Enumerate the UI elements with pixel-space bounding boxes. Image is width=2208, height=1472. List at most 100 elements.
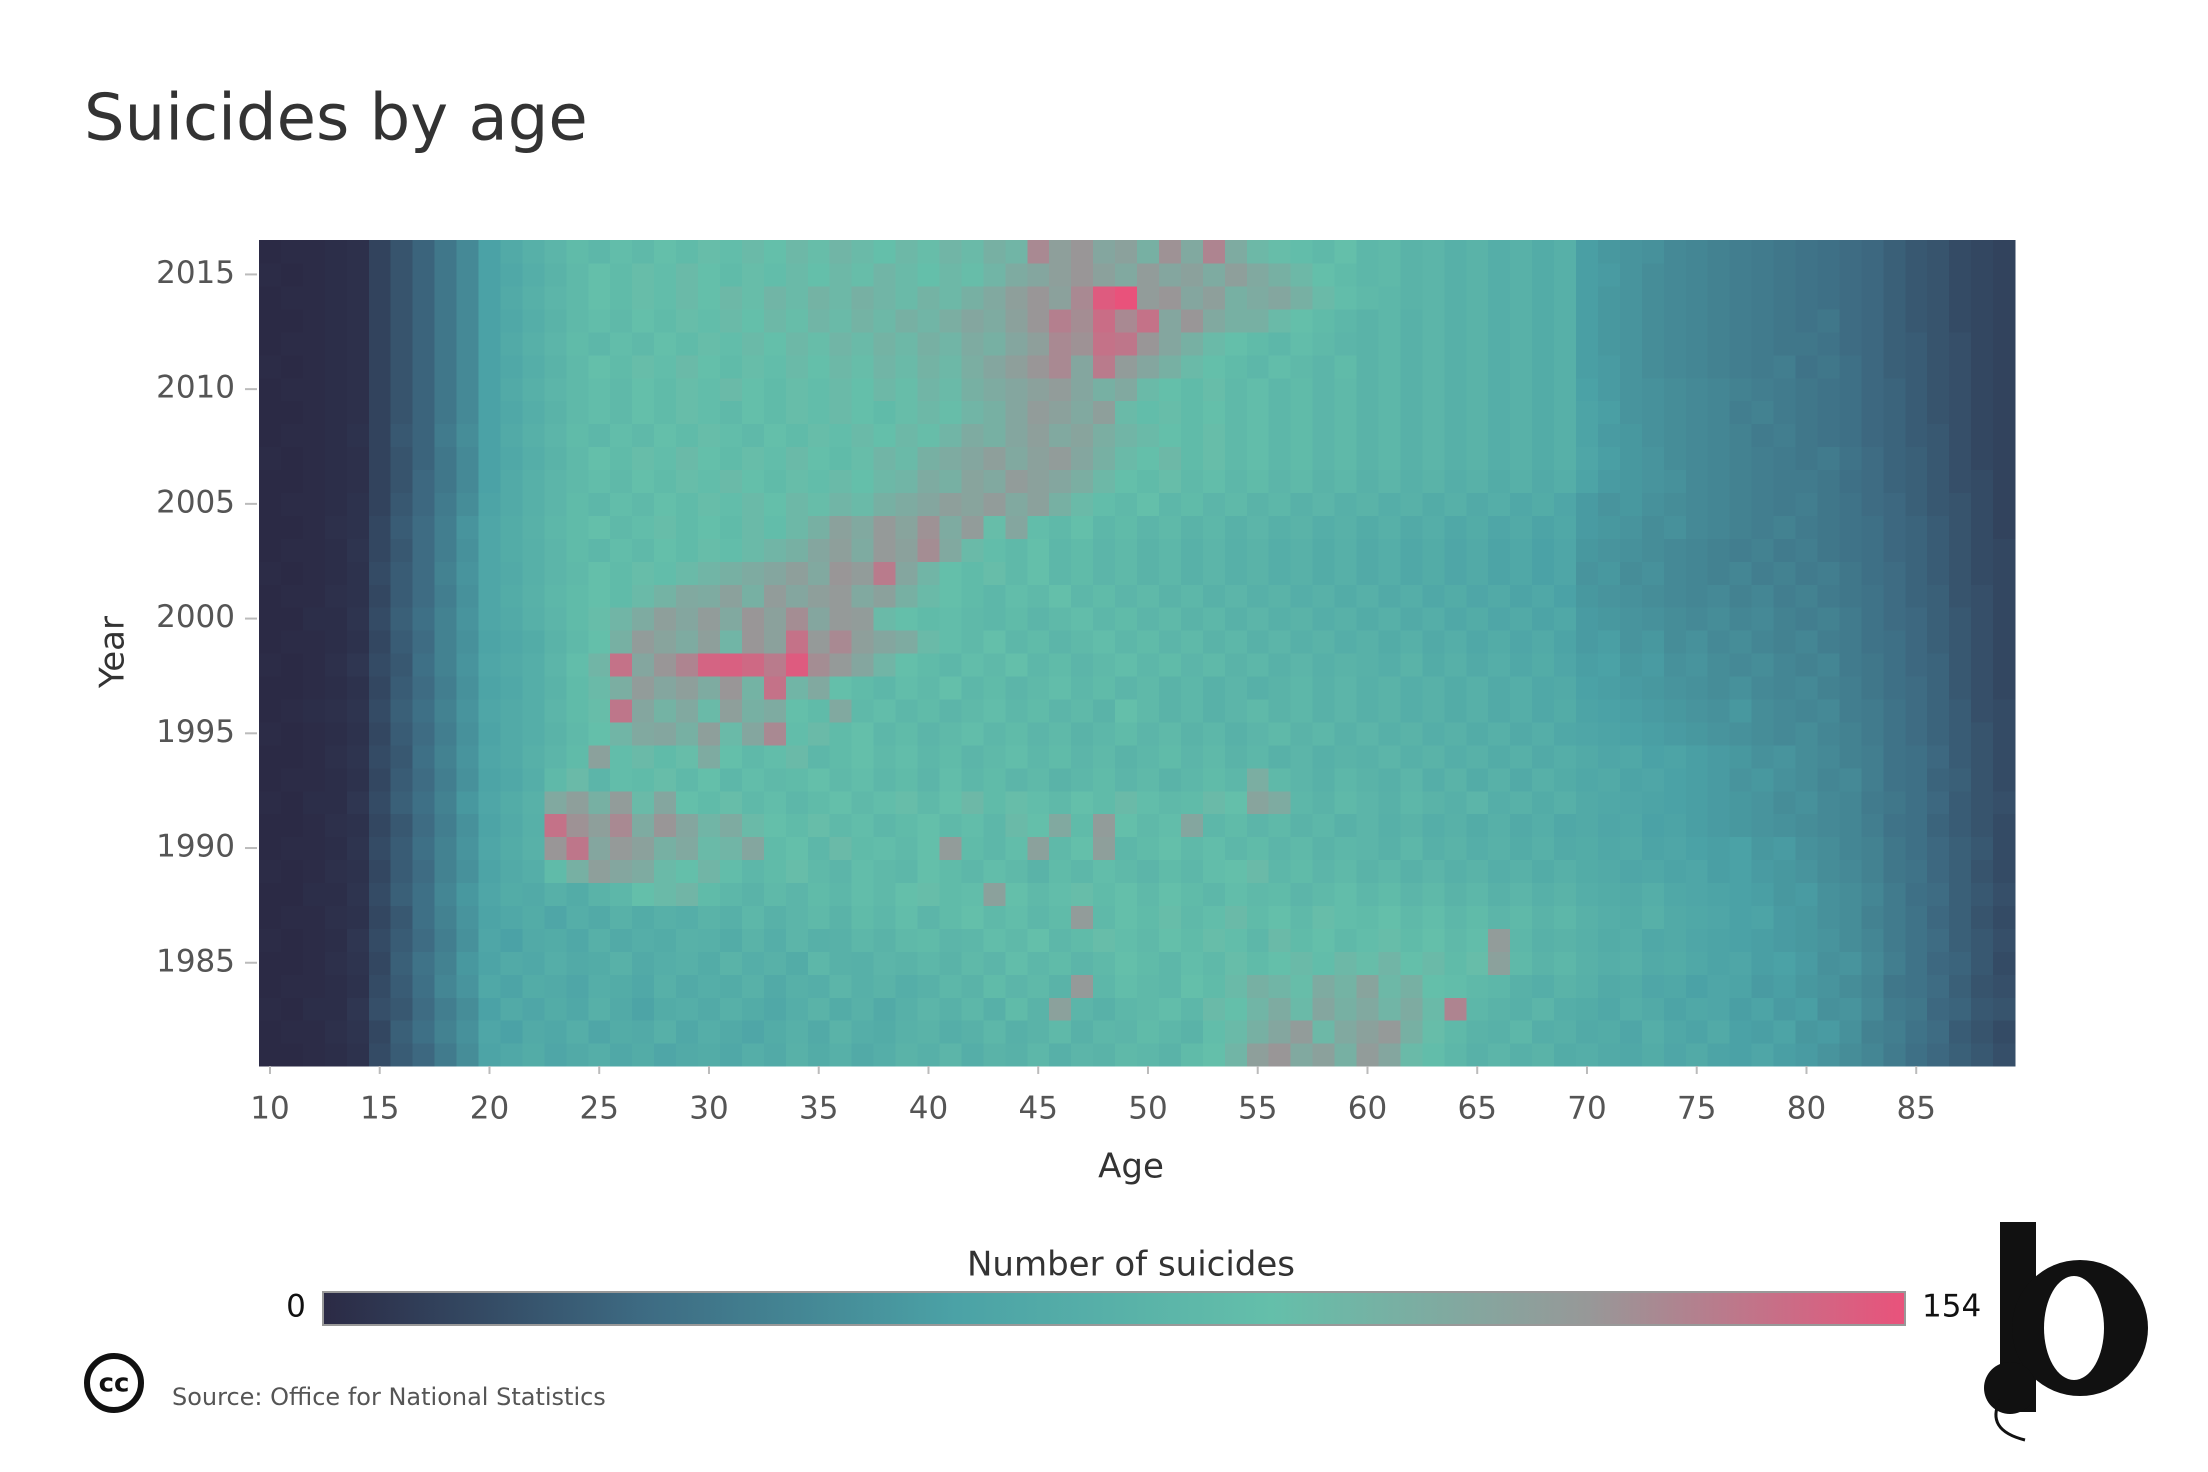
cell (1773, 813, 1797, 838)
cell (1466, 905, 1489, 929)
cell (698, 790, 721, 815)
cell (1576, 469, 1599, 493)
cell (1619, 997, 1643, 1021)
cell (785, 836, 809, 861)
cell (1334, 951, 1358, 975)
cell (1597, 515, 1621, 539)
cell (1027, 905, 1050, 929)
cell (500, 951, 523, 975)
cell (1290, 653, 1314, 677)
cell (280, 515, 304, 539)
cell (1949, 262, 1972, 287)
cell (1488, 1043, 1511, 1067)
cell (1619, 492, 1643, 516)
cell (1027, 836, 1050, 861)
cell (1707, 951, 1731, 975)
cell (1137, 492, 1160, 516)
cell (610, 607, 633, 631)
cell (259, 744, 282, 769)
cell (412, 974, 436, 998)
cell (1641, 997, 1665, 1021)
cell (478, 951, 502, 975)
cell (1949, 790, 1972, 815)
cell (719, 308, 743, 333)
cell (961, 698, 984, 723)
cell (500, 1043, 523, 1067)
cell (1597, 836, 1621, 861)
chart-title: Suicides by age (84, 82, 588, 156)
cell (610, 1020, 633, 1044)
colorbar-min-label: 0 (286, 1289, 306, 1325)
cell (1268, 813, 1292, 838)
cell (983, 744, 1006, 769)
cell (1180, 813, 1204, 838)
cell (1400, 859, 1423, 884)
cell (259, 813, 282, 838)
cell (1180, 561, 1204, 585)
cell (412, 997, 436, 1021)
cell (1839, 515, 1862, 539)
cell (1883, 492, 1906, 516)
cell (500, 744, 523, 769)
cell (719, 584, 743, 608)
cell (1312, 721, 1336, 746)
cell (1005, 446, 1028, 471)
cell (1927, 882, 1950, 906)
cell (1619, 721, 1643, 746)
cell (983, 928, 1006, 952)
cell (302, 285, 326, 310)
cell (390, 630, 414, 654)
cell (895, 790, 919, 815)
cell (1202, 469, 1226, 493)
cell (632, 767, 655, 792)
cell (1861, 905, 1884, 929)
cell (1619, 262, 1643, 287)
cell (1663, 744, 1687, 769)
cell (1773, 492, 1797, 516)
cell (1180, 538, 1204, 562)
cell (1312, 262, 1336, 287)
cell (368, 882, 392, 906)
cell (1949, 1043, 1972, 1067)
cell (1158, 469, 1182, 493)
cell (698, 653, 721, 677)
cell (1202, 423, 1226, 448)
cell (654, 1020, 677, 1044)
cell (1861, 331, 1884, 356)
cell (1905, 836, 1928, 861)
cell (1554, 607, 1577, 631)
cell (1971, 240, 1994, 264)
cell (1641, 951, 1665, 975)
cell (741, 790, 765, 815)
cell (1641, 653, 1665, 677)
cell (390, 928, 414, 952)
cell (1290, 262, 1314, 287)
cell (1795, 492, 1819, 516)
cell (873, 377, 897, 402)
cell (1597, 308, 1621, 333)
cell (1532, 262, 1555, 287)
cell (851, 1020, 875, 1044)
cell (895, 1020, 919, 1044)
cell (1554, 538, 1577, 562)
cell (1268, 469, 1292, 493)
cell (324, 675, 348, 700)
cell (1158, 675, 1182, 700)
cell (1971, 446, 1994, 471)
cell (1729, 859, 1753, 884)
cell (368, 515, 392, 539)
cell (1817, 561, 1840, 585)
cell (1927, 469, 1950, 493)
cell (1685, 607, 1709, 631)
logo-counter (2044, 1276, 2104, 1380)
cell (1510, 423, 1533, 448)
cell (610, 400, 633, 425)
cell (1554, 262, 1577, 287)
cell (873, 285, 897, 310)
cell (1071, 308, 1094, 333)
cell (1334, 928, 1358, 952)
cell (1927, 354, 1950, 379)
cell (1202, 354, 1226, 379)
cell (456, 469, 480, 493)
cell (807, 1043, 831, 1067)
